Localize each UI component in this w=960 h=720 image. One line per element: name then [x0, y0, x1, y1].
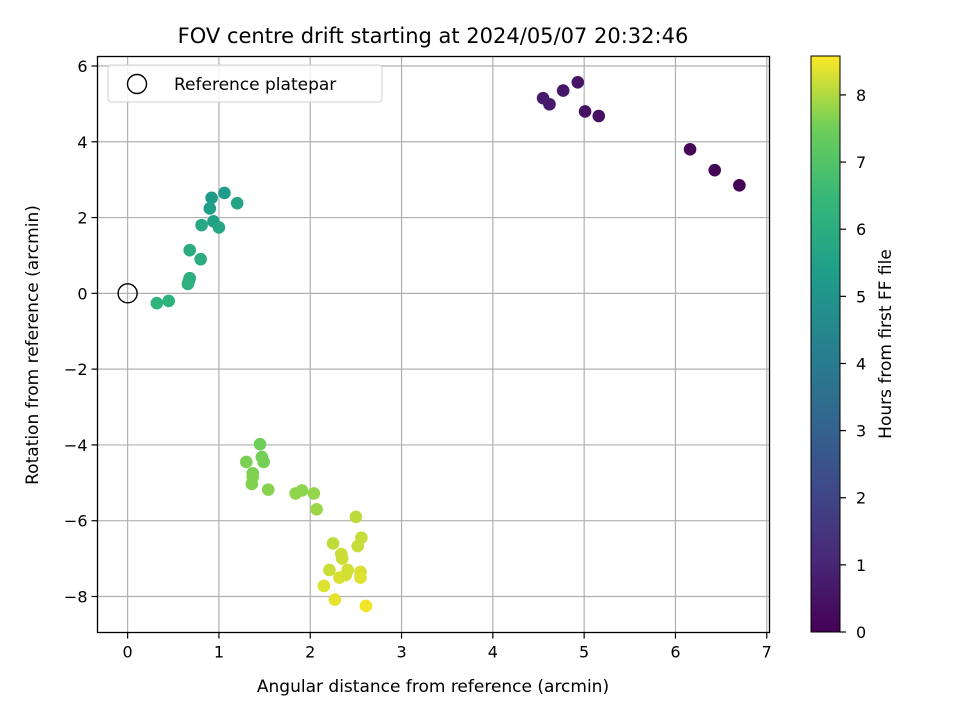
- legend-entry-label: Reference platepar: [174, 75, 336, 95]
- colorbar-tick-label: 7: [856, 153, 866, 172]
- x-axis-ticks: 0 1 2 3 4 5 6 7: [123, 632, 772, 662]
- data-point: [351, 539, 365, 553]
- colorbar-tick-label: 0: [856, 623, 866, 642]
- data-point: [536, 91, 550, 105]
- x-axis-label: Angular distance from reference (arcmin): [257, 677, 609, 697]
- data-point: [592, 109, 606, 123]
- data-point: [295, 484, 309, 497]
- data-point: [203, 202, 217, 215]
- colorbar-ticks: 0 1 2 3 4 5 6 7 8: [840, 86, 866, 642]
- x-tick-label: 3: [396, 643, 406, 662]
- data-point: [359, 599, 373, 613]
- y-tick-label: 0: [77, 284, 87, 303]
- grid-lines: [97, 56, 770, 633]
- data-point: [218, 186, 231, 200]
- colorbar-gradient: [810, 55, 841, 633]
- x-tick-label: 0: [123, 643, 133, 662]
- legend-marker-open-circle-icon: [126, 73, 148, 95]
- data-point: [183, 243, 197, 257]
- data-point: [335, 552, 349, 565]
- data-point: [333, 571, 346, 584]
- data-point: [195, 218, 208, 232]
- colorbar-tick-label: 3: [856, 422, 866, 441]
- y-axis-ticks: −8 −6 −4 −2 0 2 4 6: [64, 57, 98, 607]
- y-tick-label: 4: [77, 133, 87, 152]
- x-tick-label: 7: [762, 643, 772, 662]
- data-point: [181, 277, 195, 291]
- y-axis-label: Rotation from reference (arcmin): [23, 205, 43, 485]
- data-point: [230, 196, 244, 210]
- colorbar-tick-label: 5: [856, 287, 866, 306]
- x-tick-label: 2: [305, 643, 315, 662]
- colorbar-tick-label: 1: [856, 556, 866, 575]
- colorbar: 0 1 2 3 4 5 6 7 8 Hours from first FF file: [810, 55, 896, 642]
- scatter-points: [150, 75, 746, 613]
- colorbar-tick-label: 2: [856, 489, 866, 508]
- y-tick-label: −8: [64, 588, 88, 607]
- plot-frame: [96, 55, 771, 634]
- data-point: [253, 437, 267, 451]
- y-tick-label: 6: [77, 57, 87, 76]
- y-tick-label: −2: [64, 360, 88, 379]
- x-tick-label: 1: [214, 643, 224, 662]
- data-point: [257, 455, 270, 469]
- data-point: [245, 477, 259, 491]
- chart-title: FOV centre drift starting at 2024/05/07 …: [178, 24, 689, 48]
- data-point: [162, 294, 176, 308]
- data-point: [150, 296, 164, 310]
- data-point: [578, 105, 592, 118]
- y-tick-label: −6: [64, 512, 88, 531]
- colorbar-tick-label: 6: [856, 220, 866, 239]
- x-tick-label: 4: [488, 643, 498, 662]
- data-point: [354, 571, 367, 584]
- data-point: [571, 75, 585, 89]
- data-point: [261, 483, 275, 496]
- data-point: [307, 487, 321, 500]
- reference-platepar-point: [117, 283, 138, 304]
- x-tick-label: 5: [579, 643, 589, 662]
- data-point: [194, 252, 207, 266]
- x-tick-label: 6: [670, 643, 680, 662]
- data-point: [323, 563, 336, 577]
- colorbar-label: Hours from first FF file: [876, 249, 896, 439]
- data-point: [328, 593, 342, 606]
- data-point: [556, 84, 570, 97]
- data-point: [317, 579, 331, 593]
- reference-marker: [117, 283, 138, 304]
- y-tick-label: 2: [77, 209, 87, 228]
- data-point: [310, 503, 323, 516]
- data-point: [212, 221, 226, 234]
- data-point: [683, 143, 697, 156]
- data-point: [240, 455, 253, 469]
- colorbar-tick-label: 4: [856, 354, 866, 373]
- data-point: [708, 163, 722, 177]
- data-point: [733, 179, 746, 192]
- colorbar-tick-label: 8: [856, 86, 866, 105]
- legend-box: [107, 64, 383, 103]
- data-point: [205, 191, 218, 205]
- data-point: [326, 537, 340, 550]
- y-tick-label: −4: [64, 436, 88, 455]
- data-point: [349, 510, 363, 524]
- legend: Reference platepar: [107, 64, 383, 103]
